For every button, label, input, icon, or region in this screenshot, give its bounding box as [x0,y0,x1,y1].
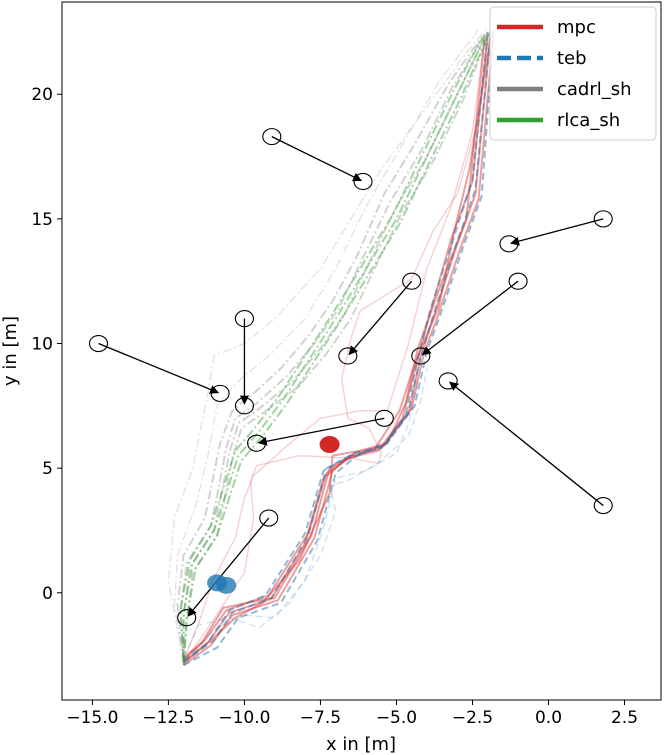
obstacle-motion-arrow [510,218,604,246]
x-tick-label: −10.0 [218,708,270,728]
obstacle-start-circle [374,409,394,427]
x-tick-label: 2.5 [611,708,638,728]
teb-robot-marker [216,576,237,594]
x-tick-label: −2.5 [452,708,493,728]
legend-label-rlca_sh: rlca_sh [557,110,620,131]
obstacle-motion-arrow [257,417,385,446]
x-tick-label: −15.0 [66,708,118,728]
rlca_sh-trajectory [182,29,492,666]
cadrl_sh-trajectory [176,36,483,663]
main-trajectories [176,29,495,666]
plot-frame [61,1,662,701]
teb-faded-trajectory [182,368,428,658]
teb-faded-trajectory [183,380,419,661]
cadrl_sh-faded-trajectory [173,28,480,658]
obstacle-end-circle [411,347,431,365]
faded-trajectories [167,26,489,664]
cadrl_sh-trajectory [182,29,492,666]
obstacle-start-circle [402,272,422,290]
obstacle-end-circle [338,347,358,365]
mpc-faded-trajectory [182,36,486,661]
obstacle-motion-arrow [348,280,413,356]
obstacle-start-circle [88,334,109,353]
x-axis-ticks: −15.0 −12.5 −10.0 −7.5 −5.0 −2.5 0.0 2.5 [66,700,638,728]
legend-frame [489,6,657,141]
obstacle-start-circle [593,497,613,515]
mpc-faded-trajectory [183,39,489,664]
rlca_sh-trajectory [179,33,486,661]
mpc-trajectory [182,34,489,661]
obstacle-start-circle [259,509,279,527]
x-tick-label: −7.5 [300,708,341,728]
y-tick-label: 5 [42,459,53,479]
robot-final-positions [207,435,340,594]
obstacle-motion-arrow [421,280,519,356]
legend-label-cadrl_sh: cadrl_sh [557,79,632,100]
y-tick-label: 15 [31,210,53,230]
obstacle-start-circle [262,128,282,146]
y-tick-label: 0 [42,584,53,604]
mpc-trajectory [182,39,486,664]
teb-trajectory [183,31,492,664]
cadrl_sh-faded-trajectory [167,26,489,663]
obstacles [88,128,613,627]
cadrl_sh-trajectory [179,33,486,661]
rlca_sh-trajectory [182,31,489,663]
x-tick-label: −12.5 [142,708,194,728]
teb-trajectory [183,34,489,661]
y-axis-label: y in [m] [0,316,21,386]
obstacle-motion-arrow [187,517,270,617]
legend: mpc teb cadrl_sh rlca_sh [489,6,657,141]
obstacle-motion-arrow [271,136,363,182]
legend-label-mpc: mpc [557,17,596,38]
y-tick-label: 20 [31,85,53,105]
obstacle-motion-arrow [98,342,220,394]
cadrl_sh-trajectory [182,31,489,663]
obstacle-start-circle [593,210,613,228]
mpc-robot-marker [319,435,340,453]
obstacle-end-circle [177,609,197,627]
obstacle-end-circle [353,172,373,191]
x-tick-label: −5.0 [376,708,417,728]
obstacle-end-circle [438,372,458,390]
legend-label-teb: teb [557,48,587,69]
obstacle-motion-arrow [449,381,604,507]
obstacle-start-circle [508,272,528,290]
y-tick-label: 10 [31,335,53,355]
y-axis-ticks: 0 5 10 15 20 [31,85,62,604]
teb-trajectory [183,29,495,666]
x-axis-label: x in [m] [326,734,396,755]
x-tick-label: 0.0 [535,708,562,728]
